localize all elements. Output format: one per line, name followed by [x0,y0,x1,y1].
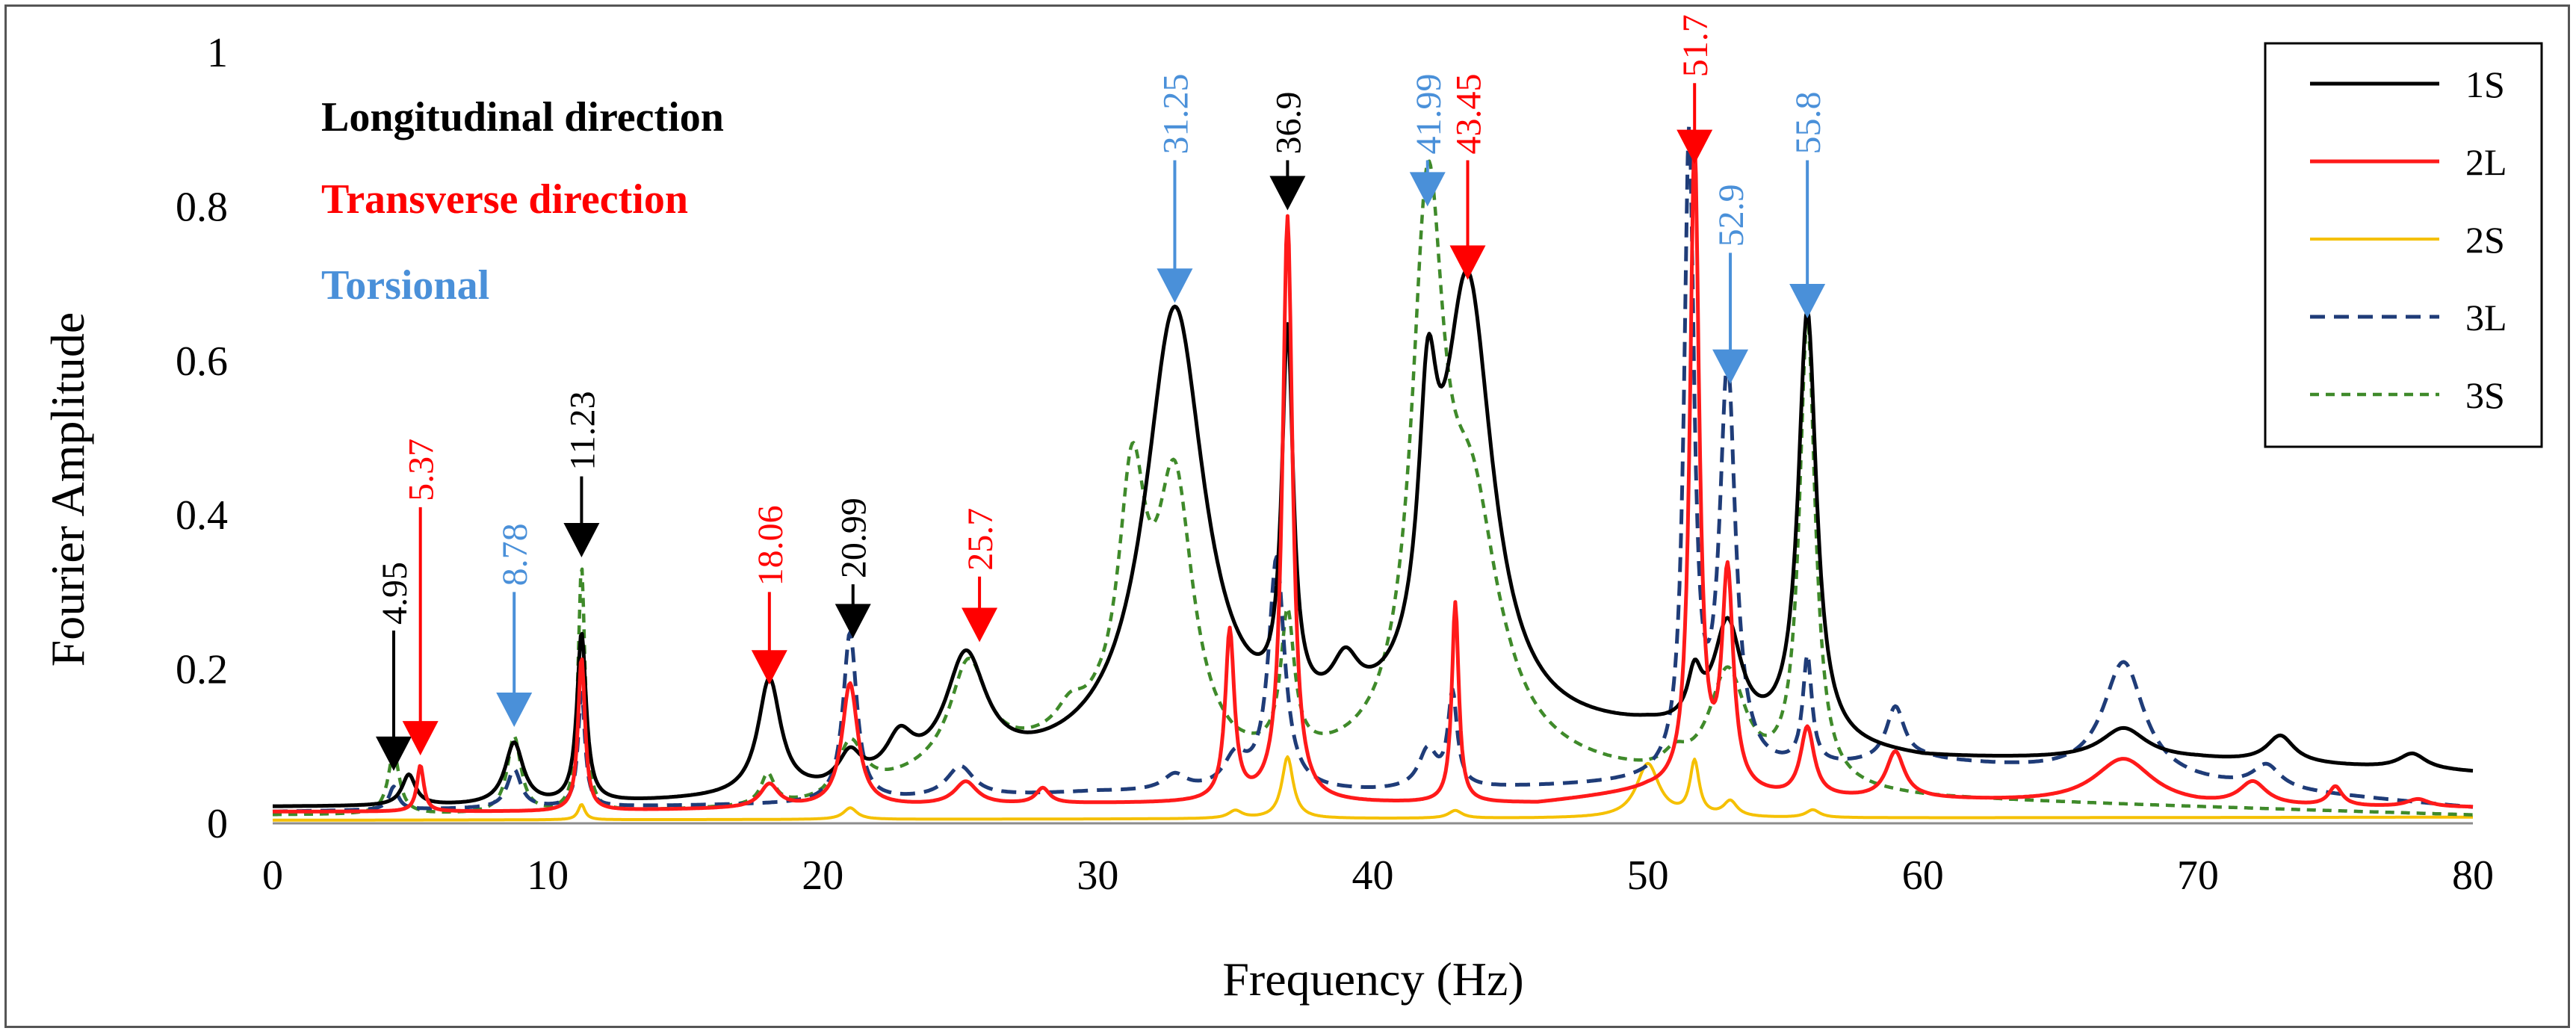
legend-direction-torsional: Torsional [321,262,489,309]
peak-annotation: 43.45 [1449,73,1489,280]
series-line-3l [272,123,2474,814]
annotation-arrow-head [1676,129,1713,164]
x-axis-label: Frequency (Hz) [1222,953,1523,1006]
y-tick-label: 0.4 [176,492,228,539]
legend-label-2l: 2L [2465,141,2507,183]
peak-annotation: 8.78 [495,523,535,727]
peak-annotation: 41.99 [1409,73,1449,207]
annotation-label: 11.23 [563,391,602,470]
peak-annotation: 36.9 [1269,91,1308,211]
series-line-2s [272,755,2474,822]
tick-labels: 0 10 20 30 40 50 60 70 80 0 0.2 0.4 0.6 0.8 1 [176,30,2494,899]
annotation-arrow-head [1409,172,1446,207]
annotation-arrows: 4.95 5.37 8.78 11.23 18.06 20.99 25.7 31.25 36.9… [375,14,1828,771]
y-tick-label: 0.2 [176,647,228,693]
peak-annotation: 51.7 [1676,14,1715,164]
annotation-arrow-head [1789,284,1826,319]
annotation-label: 8.78 [495,523,535,586]
peak-annotation: 4.95 [375,562,415,771]
legend-direction-transverse: Transverse direction [321,176,688,223]
legend-direction-longitudinal: Longitudinal direction [321,94,724,140]
annotation-arrow-head [751,650,787,685]
annotation-arrow-head [1157,268,1193,303]
series-line-3s [272,159,2474,817]
annotation-arrow-head [835,604,871,639]
x-tick-label: 10 [527,852,569,899]
annotation-arrow-head [1269,176,1306,211]
x-tick-label: 80 [2452,852,2494,899]
y-axis-label: Fourier Amplitude [41,312,94,667]
annotation-label: 55.8 [1789,91,1828,154]
x-tick-label: 60 [1902,852,1944,899]
y-tick-label: 1 [207,30,228,76]
peak-annotation: 52.9 [1712,184,1751,384]
annotation-label: 31.25 [1156,73,1195,154]
peak-annotation: 31.25 [1156,73,1195,303]
annotation-label: 25.7 [961,508,1000,571]
annotation-arrow-head [563,522,600,557]
annotation-arrow-head [962,607,998,643]
annotation-arrow-head [1449,245,1486,280]
annotation-label: 4.95 [375,562,415,625]
y-tick-label: 0.8 [176,184,228,230]
x-tick-label: 40 [1352,852,1394,899]
annotation-label: 51.7 [1676,14,1715,77]
annotation-label: 41.99 [1409,73,1449,154]
annotation-label: 43.45 [1449,73,1489,154]
legend-label-2s: 2S [2465,219,2505,261]
annotation-arrow-head [375,736,412,771]
peak-annotation: 25.7 [961,508,1000,643]
annotation-label: 5.37 [402,439,442,501]
x-tick-label: 30 [1077,852,1118,899]
peak-annotation: 11.23 [563,391,602,557]
annotation-label: 20.99 [835,498,874,578]
y-tick-label: 0.6 [176,338,228,385]
annotation-arrow-head [1712,349,1749,384]
annotation-label: 36.9 [1269,91,1308,154]
series-line-2l [272,135,2474,814]
series-line-1s [272,268,2474,808]
annotation-arrow-head [402,721,439,756]
legend-label-3s: 3S [2465,374,2505,416]
annotation-arrow-head [496,693,533,727]
legend: 1S 2L 2S 3L 3S [2264,42,2543,448]
peak-annotation: 55.8 [1789,91,1828,319]
annotation-label: 52.9 [1712,184,1751,247]
peak-annotation: 5.37 [402,439,442,756]
peak-annotation: 18.06 [751,505,790,685]
legend-label-3l: 3L [2465,297,2507,338]
peak-annotation: 20.99 [835,498,874,639]
plot-lines [272,123,2474,822]
x-tick-label: 20 [802,852,843,899]
legend-box [2264,42,2543,448]
annotation-label: 18.06 [751,505,790,586]
x-tick-label: 70 [2177,852,2219,899]
legend-label-1s: 1S [2465,64,2505,105]
x-tick-label: 50 [1627,852,1669,899]
x-tick-label: 0 [262,852,283,899]
y-tick-label: 0 [207,801,228,847]
